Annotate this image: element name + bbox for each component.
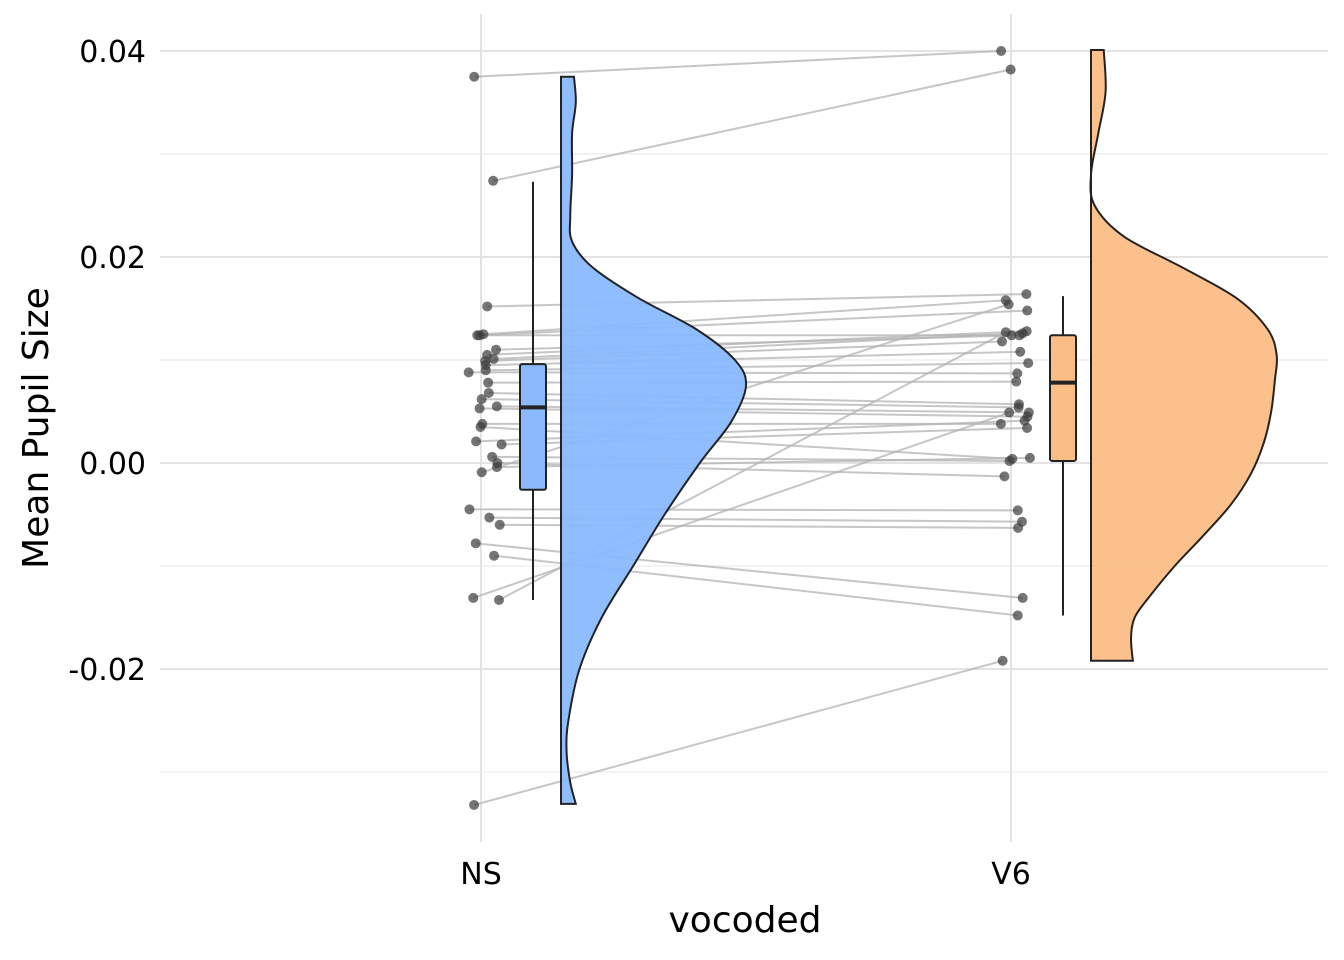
data-point bbox=[474, 330, 485, 341]
y-tick-label: 0.00 bbox=[79, 447, 146, 482]
data-point bbox=[476, 467, 487, 478]
data-point bbox=[1021, 326, 1032, 337]
data-point bbox=[463, 367, 474, 378]
data-point bbox=[1013, 522, 1024, 533]
data-point bbox=[491, 401, 502, 412]
pair-line bbox=[492, 68, 1011, 182]
y-tick-label: 0.04 bbox=[79, 35, 146, 70]
data-point bbox=[482, 301, 493, 312]
data-point bbox=[468, 592, 479, 603]
data-point bbox=[494, 594, 505, 605]
data-point bbox=[474, 403, 485, 414]
data-point bbox=[480, 365, 491, 376]
data-point bbox=[1017, 592, 1028, 603]
data-point bbox=[1012, 505, 1023, 516]
data-point bbox=[469, 71, 480, 82]
density-cloud-v6 bbox=[1089, 48, 1278, 662]
x-axis-title: vocoded bbox=[669, 900, 822, 941]
data-point bbox=[488, 175, 499, 186]
data-point bbox=[997, 336, 1008, 347]
data-point bbox=[471, 436, 482, 447]
data-point bbox=[1023, 358, 1034, 369]
data-point bbox=[1012, 368, 1023, 379]
pair-line bbox=[475, 542, 1023, 599]
boxplots bbox=[519, 181, 1077, 616]
data-point bbox=[1022, 422, 1033, 433]
data-point bbox=[470, 538, 481, 549]
data-point bbox=[997, 655, 1008, 666]
data-point bbox=[482, 349, 493, 360]
box-v6 bbox=[1049, 334, 1077, 462]
data-point bbox=[1013, 402, 1024, 413]
data-point bbox=[483, 387, 494, 398]
data-point bbox=[995, 418, 1006, 429]
data-point bbox=[1005, 64, 1016, 75]
data-points bbox=[463, 46, 1035, 810]
data-point bbox=[476, 394, 487, 405]
y-tick-label: -0.02 bbox=[68, 653, 146, 688]
data-point bbox=[1015, 346, 1026, 357]
data-point bbox=[464, 504, 475, 515]
pair-line bbox=[473, 659, 1003, 806]
y-axis-ticks: 0.04 0.02 0.00 -0.02 bbox=[68, 35, 146, 688]
box-ns bbox=[519, 363, 547, 491]
data-point bbox=[489, 550, 500, 561]
data-point bbox=[1003, 299, 1014, 310]
data-point bbox=[1011, 376, 1022, 387]
data-point bbox=[1007, 453, 1018, 464]
pair-line bbox=[469, 508, 1018, 512]
data-point bbox=[496, 439, 507, 450]
data-point bbox=[490, 344, 501, 355]
data-point bbox=[1004, 407, 1015, 418]
data-point bbox=[1021, 289, 1032, 300]
paired-lines bbox=[468, 50, 1030, 806]
y-tick-label: 0.02 bbox=[79, 241, 146, 276]
x-tick-label: V6 bbox=[991, 857, 1031, 892]
data-point bbox=[475, 421, 486, 432]
data-point bbox=[483, 377, 494, 388]
data-point bbox=[1024, 452, 1035, 463]
data-point bbox=[999, 471, 1010, 482]
pair-line bbox=[477, 309, 1028, 337]
data-point bbox=[484, 512, 495, 523]
x-tick-label: NS bbox=[460, 857, 501, 892]
data-point bbox=[491, 462, 502, 473]
y-axis-title: Mean Pupil Size bbox=[16, 287, 57, 569]
data-point bbox=[1022, 305, 1033, 316]
data-point bbox=[494, 519, 505, 530]
density-cloud-ns bbox=[560, 75, 748, 805]
data-point bbox=[1012, 610, 1023, 621]
data-point bbox=[469, 799, 480, 810]
density-clouds bbox=[560, 48, 1278, 805]
data-point bbox=[996, 46, 1007, 56]
pair-line bbox=[474, 50, 1002, 78]
data-point bbox=[1006, 330, 1017, 341]
x-axis-ticks: NS V6 bbox=[460, 857, 1031, 892]
